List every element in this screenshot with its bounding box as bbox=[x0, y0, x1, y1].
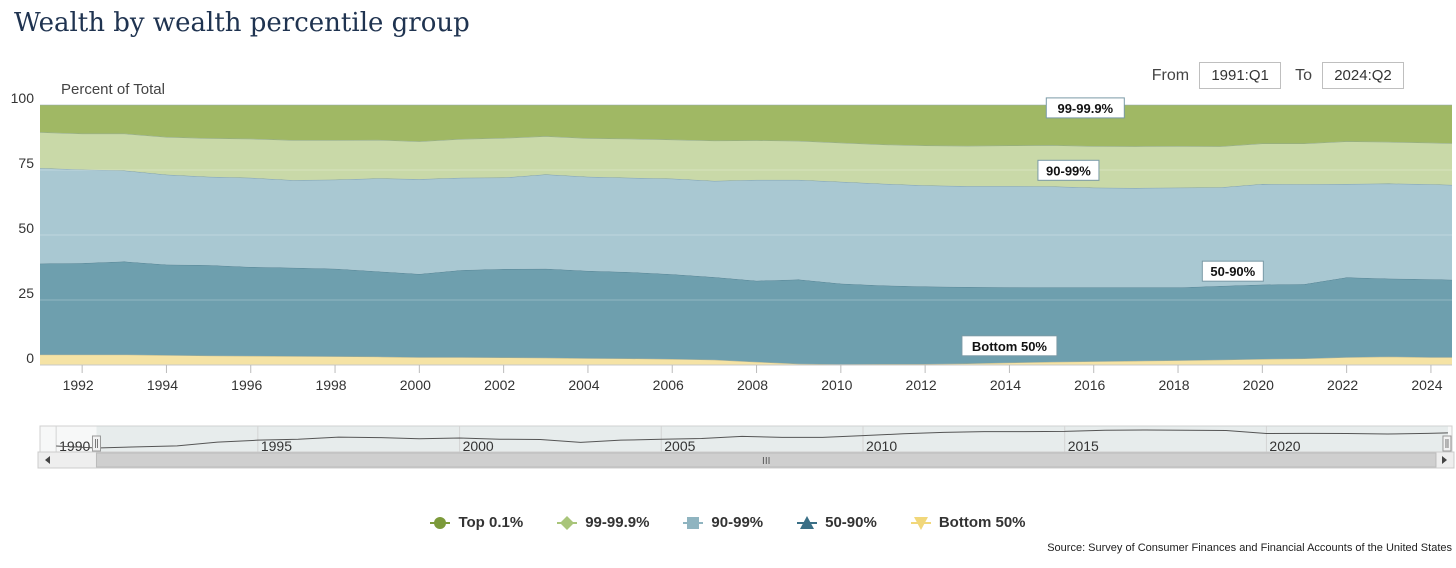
annotation-box bbox=[1201, 260, 1264, 282]
x-tick-label: 2024 bbox=[1411, 377, 1442, 393]
x-tick-label: 2004 bbox=[568, 377, 599, 393]
navigator-tick-label: 1995 bbox=[261, 438, 292, 454]
scrollbar-thumb[interactable] bbox=[95, 452, 1437, 468]
legend-item-top-0-1[interactable]: Top 0.1% bbox=[430, 514, 523, 531]
series-line-50-90 bbox=[39, 261, 1453, 289]
x-tick-label: 1998 bbox=[315, 377, 346, 393]
legend-label: Top 0.1% bbox=[458, 514, 524, 531]
y-axis-label: Percent of Total bbox=[61, 81, 165, 98]
annotation-label: 50-90% bbox=[1210, 264, 1255, 279]
x-tick-label: 2006 bbox=[653, 377, 684, 393]
legend-label: 50-90% bbox=[825, 514, 877, 531]
handle-body bbox=[1442, 435, 1452, 452]
legend-label: Bottom 50% bbox=[938, 514, 1026, 531]
from-input[interactable]: 1991:Q1 bbox=[1199, 62, 1282, 89]
navigator-tick-label: 2015 bbox=[1068, 438, 1099, 454]
series-area-90-99 bbox=[40, 168, 1452, 288]
x-tick-label: 2020 bbox=[1243, 377, 1274, 393]
legend: Top 0.1% 99-99.9% 90-99% 50-90% Bottom 50% bbox=[0, 514, 1456, 531]
source-note: Source: Survey of Consumer Finances and … bbox=[1047, 542, 1452, 554]
from-label: From bbox=[1151, 66, 1190, 84]
navigator-left-handle[interactable] bbox=[91, 435, 101, 452]
navigator-tick-label: 2020 bbox=[1269, 438, 1300, 454]
y-tick-label: 0 bbox=[26, 350, 34, 366]
annotation-box bbox=[1037, 159, 1100, 181]
legend-marker-icon bbox=[797, 515, 818, 529]
legend-item-90-99[interactable]: 90-99% bbox=[683, 514, 763, 531]
legend-label: 90-99% bbox=[711, 514, 764, 531]
navigator-tick-label: 2000 bbox=[463, 438, 494, 454]
series-area-50-90 bbox=[40, 261, 1452, 365]
scrollbar-grip: III bbox=[762, 456, 770, 467]
x-tick-label: 1994 bbox=[147, 377, 178, 393]
y-tick-label: 25 bbox=[18, 285, 34, 301]
x-tick-label: 2014 bbox=[990, 377, 1021, 393]
legend-item-50-90[interactable]: 50-90% bbox=[797, 514, 877, 531]
y-tick-label: 100 bbox=[11, 90, 35, 106]
navigator-tick-label: 2005 bbox=[664, 438, 695, 454]
annotation-label: 90-99% bbox=[1046, 163, 1091, 178]
x-tick-label: 2016 bbox=[1074, 377, 1105, 393]
legend-marker-icon bbox=[430, 516, 451, 529]
stacked-area-chart: Percent of Total 0 25 50 75 100 1992 1994 1996 19… bbox=[11, 81, 1453, 393]
y-tick-label: 50 bbox=[18, 220, 34, 236]
annotation-90-99: 90-99% bbox=[1037, 159, 1100, 181]
x-tick-label: 1992 bbox=[63, 377, 94, 393]
x-tick-label: 2008 bbox=[737, 377, 768, 393]
range-navigator[interactable]: 1990 1995 2000 2005 2010 2015 2020 III bbox=[0, 420, 1456, 476]
annotation-bottom-50: Bottom 50% bbox=[961, 335, 1058, 357]
navigator-series-line bbox=[56, 429, 1448, 449]
handle-body bbox=[91, 435, 101, 452]
annotation-label: Bottom 50% bbox=[972, 339, 1048, 354]
navigator-tick-label: 1990 bbox=[59, 438, 90, 454]
y-tick-label: 75 bbox=[18, 155, 34, 171]
legend-item-99-99-9[interactable]: 99-99.9% bbox=[557, 514, 649, 531]
scroll-left-arrow-icon[interactable] bbox=[45, 456, 50, 464]
date-range-selector: From 1991:Q1 To 2024:Q2 bbox=[1152, 62, 1404, 89]
to-input[interactable]: 2024:Q2 bbox=[1322, 62, 1404, 89]
x-tick-label: 2012 bbox=[906, 377, 937, 393]
x-tick-label: 1996 bbox=[231, 377, 262, 393]
annotation-label: 99-99.9% bbox=[1057, 101, 1113, 116]
x-tick-label: 2010 bbox=[821, 377, 852, 393]
x-tick-label: 2018 bbox=[1158, 377, 1189, 393]
legend-marker-icon bbox=[683, 516, 704, 529]
legend-marker-icon bbox=[557, 515, 578, 530]
legend-item-bottom-50[interactable]: Bottom 50% bbox=[910, 514, 1026, 531]
x-tick-label: 2002 bbox=[484, 377, 515, 393]
annotation-50-90: 50-90% bbox=[1201, 260, 1264, 282]
legend-marker-icon bbox=[910, 516, 931, 530]
annotation-box bbox=[1045, 97, 1125, 119]
x-tick-label: 2000 bbox=[400, 377, 431, 393]
annotation-box bbox=[961, 335, 1058, 357]
series-area-bottom-50 bbox=[40, 354, 1452, 365]
legend-label: 99-99.9% bbox=[585, 514, 650, 531]
navigator-tick-label: 2010 bbox=[866, 438, 897, 454]
page-title: Wealth by wealth percentile group bbox=[14, 8, 470, 38]
scroll-right-arrow-icon[interactable] bbox=[1442, 456, 1447, 464]
annotation-99-99-9: 99-99.9% bbox=[1045, 97, 1125, 119]
navigator-right-handle[interactable] bbox=[1442, 435, 1452, 452]
x-tick-label: 2022 bbox=[1327, 377, 1358, 393]
to-label: To bbox=[1295, 66, 1312, 84]
